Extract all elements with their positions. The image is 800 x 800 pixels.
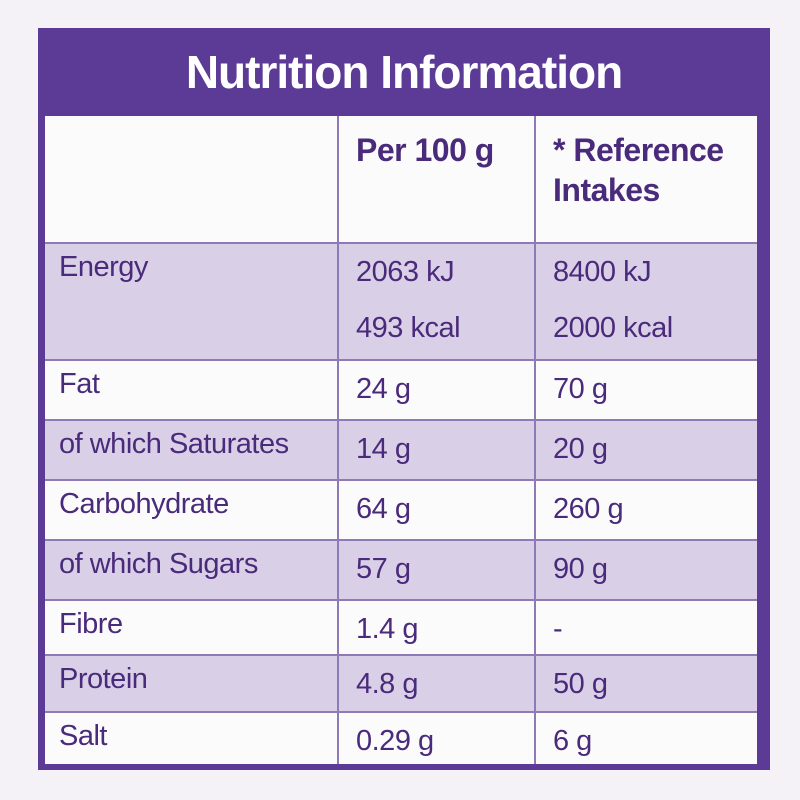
nutrient-name: Fat <box>59 368 100 400</box>
reference-cell: 70 g <box>535 360 757 420</box>
cell-value: 493 kcal <box>356 312 461 344</box>
title: Nutrition Information <box>185 46 623 98</box>
per-100g-cell: 14 g <box>338 420 535 480</box>
cell-value: 20 g <box>553 433 608 465</box>
reference-cell: 90 g <box>535 540 757 600</box>
cell-value: - <box>553 613 563 645</box>
reference-cell: 20 g <box>535 420 757 480</box>
nutrient-name: Fibre <box>59 608 123 640</box>
row-separator <box>45 539 757 541</box>
cell-value: 4.8 g <box>356 668 419 700</box>
reference-cell: 8400 kJ 2000 kcal <box>535 243 757 360</box>
cell-value: 14 g <box>356 433 411 465</box>
cell-value: 260 g <box>553 493 624 525</box>
table-row: Protein 4.8 g 50 g <box>45 655 757 712</box>
table-row: Fat 24 g 70 g <box>45 360 757 420</box>
nutrient-name: Salt <box>59 720 107 752</box>
nutrient-name: Protein <box>59 663 148 695</box>
table-row: Salt 0.29 g 6 g <box>45 712 757 764</box>
nutrient-name: Energy <box>59 251 148 283</box>
cell-value: 2063 kJ <box>356 256 455 288</box>
per-100g-cell: 64 g <box>338 480 535 540</box>
cell-value: 70 g <box>553 373 608 405</box>
per-100g-cell: 24 g <box>338 360 535 420</box>
per-100g-cell: 57 g <box>338 540 535 600</box>
per-100g-cell: 2063 kJ 493 kcal <box>338 243 535 360</box>
nutrition-table: Per 100 g * Reference Intakes Energy 2063 k… <box>45 116 757 764</box>
nutrient-name: of which Sugars <box>59 548 258 580</box>
table-row: Carbohydrate 64 g 260 g <box>45 480 757 540</box>
nutrition-label: Nutrition Information Per 100 g * Referen… <box>38 28 770 770</box>
table-row: Energy 2063 kJ 493 kcal 8400 kJ 2000 kcal <box>45 243 757 360</box>
row-separator <box>45 359 757 361</box>
per-100g-cell: 0.29 g <box>338 712 535 764</box>
row-separator <box>45 654 757 656</box>
table-row: of which Saturates 14 g 20 g <box>45 420 757 480</box>
table-row: of which Sugars 57 g 90 g <box>45 540 757 600</box>
cell-value: 64 g <box>356 493 411 525</box>
cell-value: 2000 kcal <box>553 312 673 344</box>
reference-cell: 50 g <box>535 655 757 712</box>
column-header: Per 100 g <box>356 132 494 168</box>
cell-value: 1.4 g <box>356 613 419 645</box>
header-row: Per 100 g * Reference Intakes <box>45 116 757 243</box>
reference-cell: 6 g <box>535 712 757 764</box>
row-separator <box>45 599 757 601</box>
column-separator <box>534 116 536 764</box>
nutrient-name: of which Saturates <box>59 428 289 460</box>
per-100g-cell: 4.8 g <box>338 655 535 712</box>
row-separator <box>45 711 757 713</box>
cell-value: 0.29 g <box>356 725 434 757</box>
column-header: * Reference Intakes <box>553 132 724 208</box>
reference-cell: - <box>535 600 757 655</box>
cell-value: 50 g <box>553 668 608 700</box>
cell-value: 57 g <box>356 553 411 585</box>
cell-value: 8400 kJ <box>553 256 652 288</box>
row-separator <box>45 242 757 244</box>
cell-value: 24 g <box>356 373 411 405</box>
cell-value: 6 g <box>553 725 592 757</box>
row-separator <box>45 479 757 481</box>
reference-cell: 260 g <box>535 480 757 540</box>
column-separator <box>337 116 339 764</box>
table-row: Fibre 1.4 g - <box>45 600 757 655</box>
row-separator <box>45 419 757 421</box>
header-cell-empty <box>45 116 338 243</box>
per-100g-cell: 1.4 g <box>338 600 535 655</box>
cell-value: 90 g <box>553 553 608 585</box>
nutrient-name: Carbohydrate <box>59 488 229 520</box>
